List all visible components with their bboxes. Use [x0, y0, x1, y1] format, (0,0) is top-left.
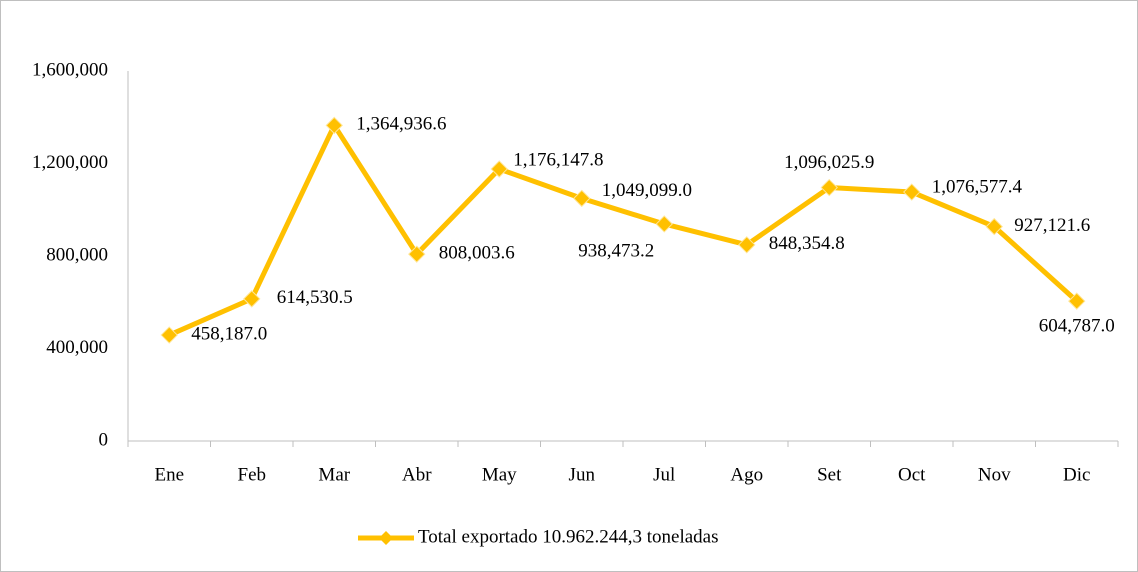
data-label: 1,076,577.4: [932, 176, 1023, 197]
x-tick-label: Abr: [402, 464, 432, 485]
x-tick-label: Oct: [898, 464, 926, 485]
marker: [243, 290, 261, 308]
marker: [160, 326, 178, 344]
data-label: 938,473.2: [578, 240, 654, 261]
y-tick-label: 1,200,000: [32, 152, 108, 173]
x-tick-label: Mar: [318, 464, 350, 485]
y-tick-label: 1,600,000: [32, 59, 108, 80]
x-tick-label: Jul: [653, 464, 675, 485]
x-tick-label: Set: [817, 464, 842, 485]
legend-label: Total exportado 10.962.244,3 toneladas: [418, 526, 719, 547]
x-tick-label: Ene: [154, 464, 184, 485]
marker: [573, 189, 591, 208]
x-tick-label: Jun: [569, 464, 596, 485]
y-tick-label: 400,000: [46, 337, 108, 358]
marker: [490, 160, 508, 178]
data-label: 604,787.0: [1039, 316, 1115, 337]
x-tick-label: May: [482, 464, 517, 485]
marker: [408, 245, 426, 263]
marker: [738, 236, 756, 254]
x-tick-label: Feb: [238, 464, 267, 485]
x-tick-label: Ago: [730, 464, 763, 485]
marker: [903, 183, 921, 201]
legend-marker: [379, 531, 393, 545]
data-label: 1,049,099.0: [602, 180, 692, 201]
marker: [1068, 292, 1086, 310]
data-label: 614,530.5: [277, 287, 353, 308]
data-label: 927,121.6: [1014, 215, 1090, 236]
x-tick-label: Dic: [1063, 464, 1090, 485]
x-tick-label: Nov: [978, 464, 1011, 485]
data-label: 848,354.8: [769, 233, 845, 254]
data-label: 1,176,147.8: [513, 149, 603, 170]
marker: [820, 178, 838, 197]
y-tick-label: 800,000: [46, 244, 108, 265]
marker: [325, 116, 343, 135]
y-tick-label: 0: [99, 429, 109, 450]
data-label: 458,187.0: [191, 323, 267, 344]
data-label: 1,096,025.9: [784, 152, 874, 173]
series-line: [168, 122, 1079, 338]
marker: [985, 217, 1003, 236]
data-label: 1,364,936.6: [356, 114, 446, 135]
data-label: 808,003.6: [439, 243, 515, 264]
marker: [655, 215, 673, 233]
